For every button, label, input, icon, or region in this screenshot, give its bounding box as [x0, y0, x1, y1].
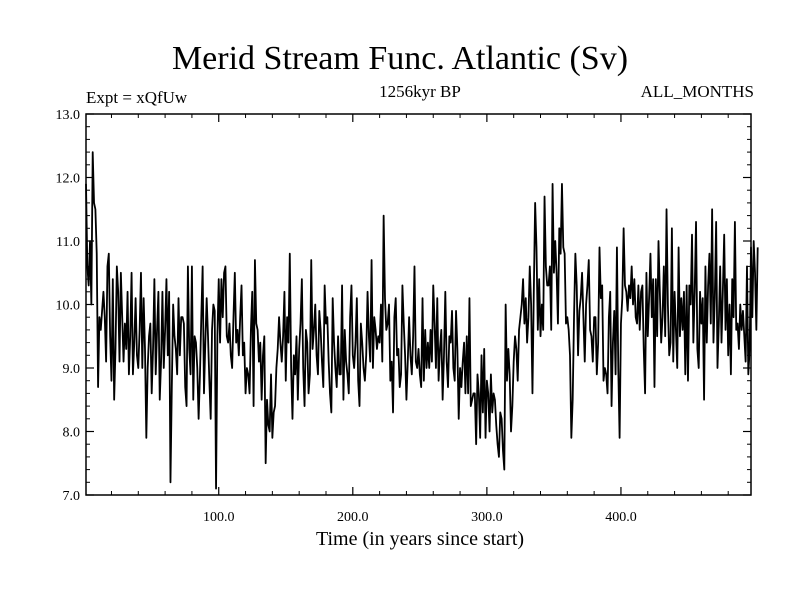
y-tick-label: 13.0 — [56, 108, 81, 123]
x-tick-label: 100.0 — [203, 510, 235, 525]
series-line — [85, 151, 759, 490]
months-label: ALL_MONTHS — [640, 82, 754, 101]
experiment-label: Expt = xQfUw — [86, 88, 188, 107]
plot-frame — [85, 113, 752, 496]
x-tick-label: 400.0 — [605, 510, 637, 525]
y-tick-label: 7.0 — [63, 489, 81, 504]
chart-subtitle: 1256kyr BP — [379, 82, 461, 101]
series-group — [85, 151, 759, 490]
chart-title: Merid Stream Func. Atlantic (Sv) — [171, 40, 629, 77]
x-axis-label: Time (in years since start) — [315, 528, 525, 550]
x-tick-label: 300.0 — [471, 510, 503, 525]
y-tick-label: 8.0 — [63, 426, 81, 441]
y-tick-label: 12.0 — [56, 172, 81, 187]
y-tick-label: 9.0 — [63, 362, 81, 377]
y-tick-label: 10.0 — [56, 299, 81, 314]
tick-labels: 7.0 8.0 9.0 10.0 11.0 12.0 13.0 100.0 200.0 300.0… — [56, 108, 637, 525]
y-tick-label: 11.0 — [56, 235, 80, 250]
x-tick-label: 200.0 — [337, 510, 369, 525]
